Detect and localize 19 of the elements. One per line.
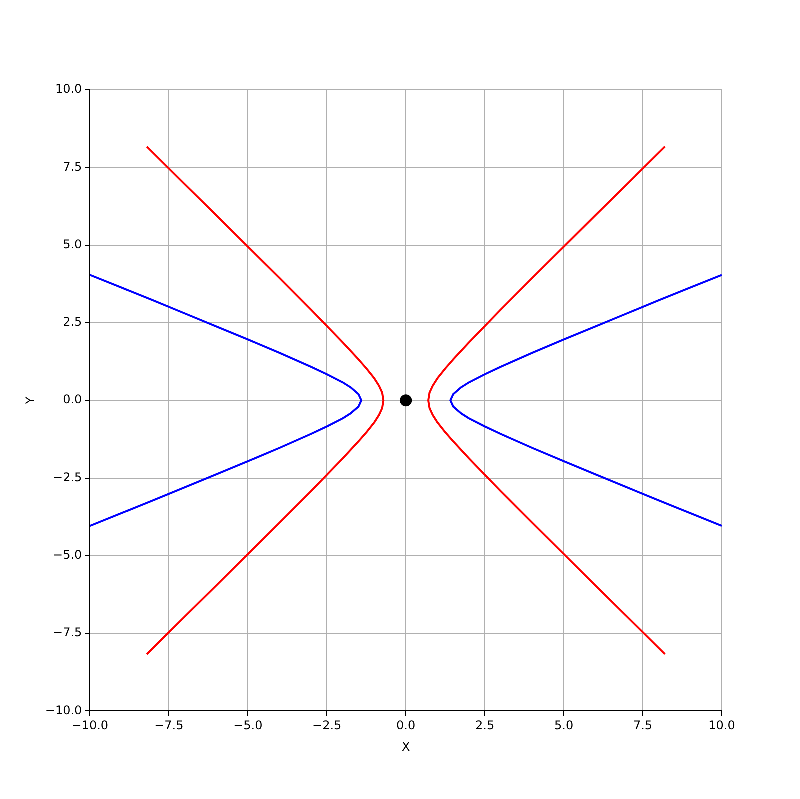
- x-tick-label: 0.0: [396, 718, 416, 733]
- y-tick-label: 7.5: [63, 160, 82, 174]
- x-tick-label: 7.5: [633, 718, 653, 733]
- y-tick-label: −2.5: [53, 470, 82, 484]
- y-tick-label: 5.0: [63, 237, 82, 252]
- x-tick-label: −7.5: [154, 718, 184, 733]
- y-axis-title: Y: [23, 396, 38, 406]
- x-tick-label: 10.0: [708, 718, 736, 733]
- y-tick-label: −7.5: [53, 626, 82, 640]
- y-tick-label: −5.0: [53, 548, 82, 562]
- y-tick-label: 2.5: [63, 315, 82, 330]
- x-tick-label: −5.0: [234, 718, 263, 733]
- x-axis-title: X: [402, 740, 410, 754]
- x-tick-label: −2.5: [312, 718, 342, 733]
- x-tick-label: 2.5: [476, 718, 495, 733]
- y-tick-label: −10.0: [45, 703, 82, 718]
- y-tick-label: 10.0: [55, 82, 82, 96]
- x-tick-label: 5.0: [554, 718, 574, 733]
- y-tick-label: 0.0: [63, 392, 82, 407]
